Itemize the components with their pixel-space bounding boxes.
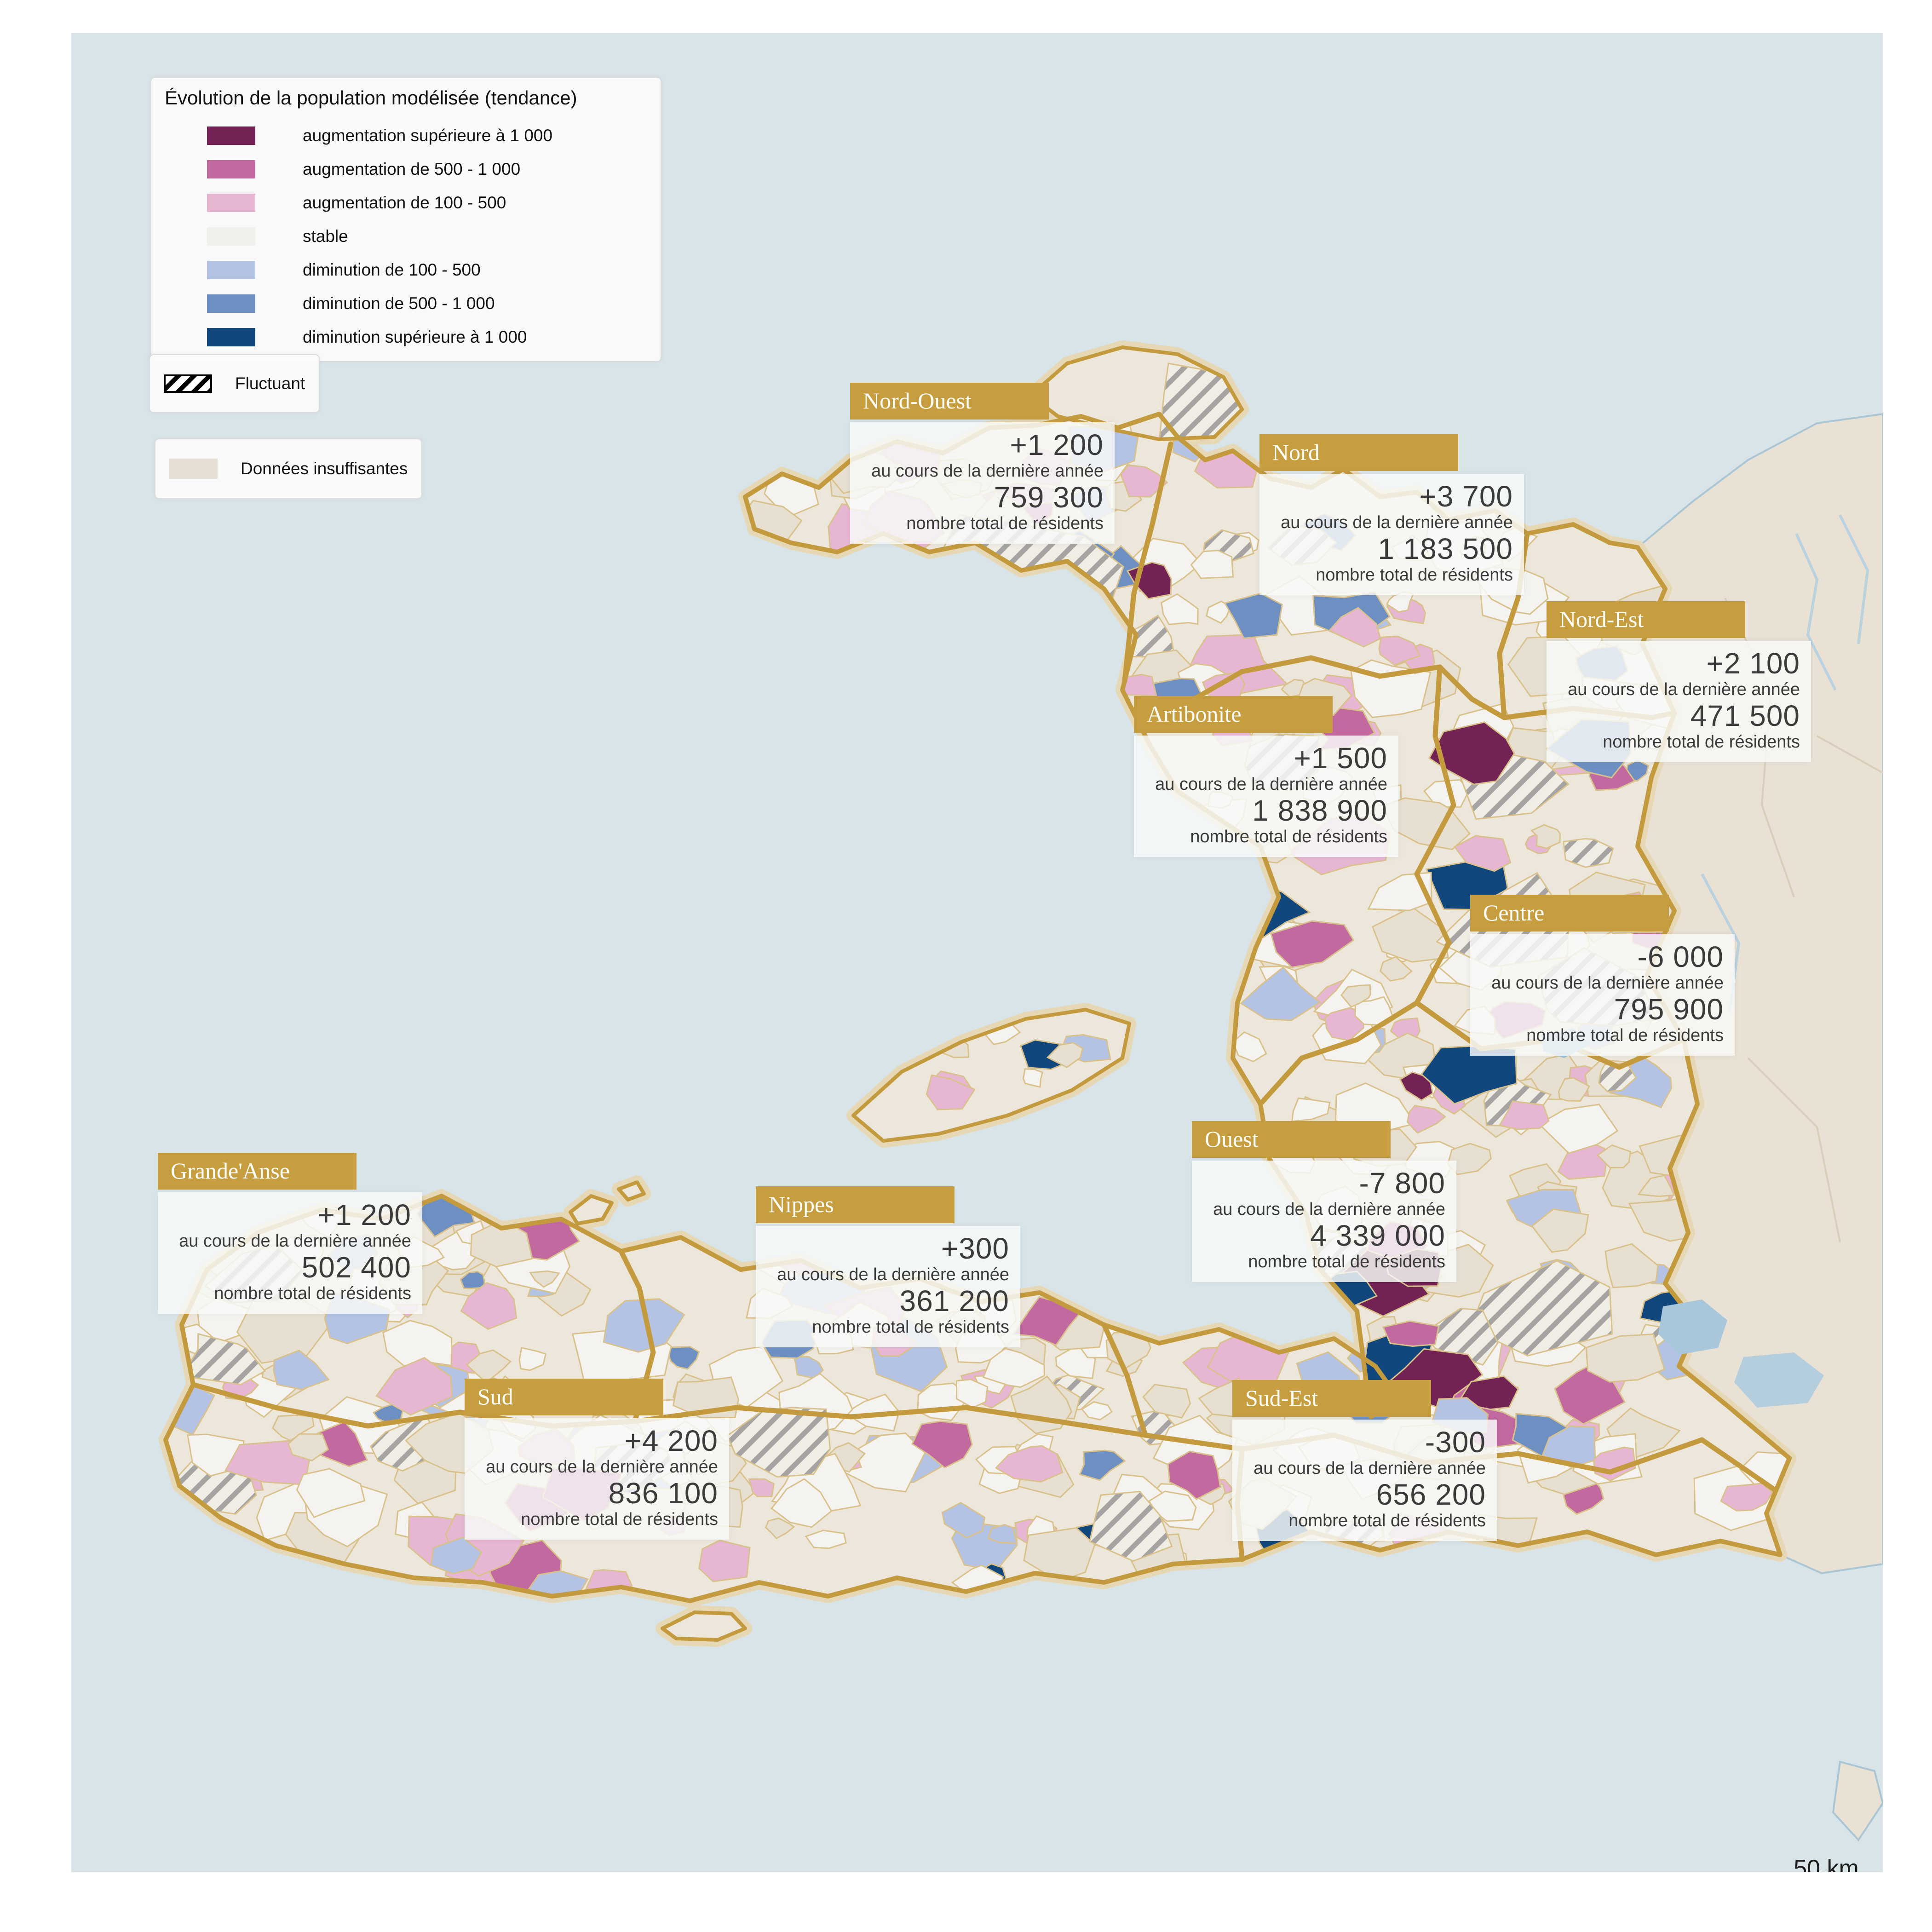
legend-item-label: diminution de 100 - 500 (303, 260, 481, 279)
legend-row: augmentation supérieure à 1 000 (207, 126, 649, 145)
legend-swatch (207, 294, 255, 313)
legend-item-label: stable (303, 227, 348, 246)
legend-row: augmentation de 100 - 500 (207, 193, 649, 212)
legend-panel: Évolution de la population modélisée (te… (150, 77, 661, 362)
legend-swatch (207, 227, 255, 246)
legend-swatch (207, 328, 255, 346)
legend-swatch (207, 194, 255, 212)
legend-item-label: augmentation supérieure à 1 000 (303, 126, 553, 145)
scale-bar: 50 km (1702, 1855, 1883, 1872)
legend-row: diminution de 500 - 1 000 (207, 294, 649, 313)
scale-bar-label: 50 km (1794, 1855, 1859, 1872)
legend-row: augmentation de 500 - 1 000 (207, 160, 649, 178)
legend-insufficient-data: Données insuffisantes (155, 438, 423, 499)
legend-title: Évolution de la population modélisée (te… (165, 87, 577, 109)
legend-item-label: augmentation de 500 - 1 000 (303, 160, 521, 178)
legend-rows: augmentation supérieure à 1 000 augmentat… (163, 126, 649, 346)
legend-swatch (207, 126, 255, 145)
legend-row: diminution de 100 - 500 (207, 260, 649, 279)
fluctuant-hatch-swatch (164, 374, 212, 393)
insufficient-data-label: Données insuffisantes (241, 459, 408, 478)
legend-item-label: diminution de 500 - 1 000 (303, 294, 495, 313)
legend-fluctuant: Fluctuant (149, 354, 320, 413)
legend-row: stable (207, 227, 649, 246)
legend-item-label: diminution supérieure à 1 000 (303, 328, 527, 346)
map-canvas[interactable]: Nord-Ouest +1 200 au cours de la dernièr… (71, 33, 1883, 1872)
legend-swatch (207, 261, 255, 279)
legend-row: diminution supérieure à 1 000 (207, 328, 649, 346)
legend-swatch (207, 160, 255, 178)
insufficient-data-swatch (169, 459, 218, 479)
fluctuant-label: Fluctuant (235, 374, 305, 393)
legend-item-label: augmentation de 100 - 500 (303, 193, 506, 212)
